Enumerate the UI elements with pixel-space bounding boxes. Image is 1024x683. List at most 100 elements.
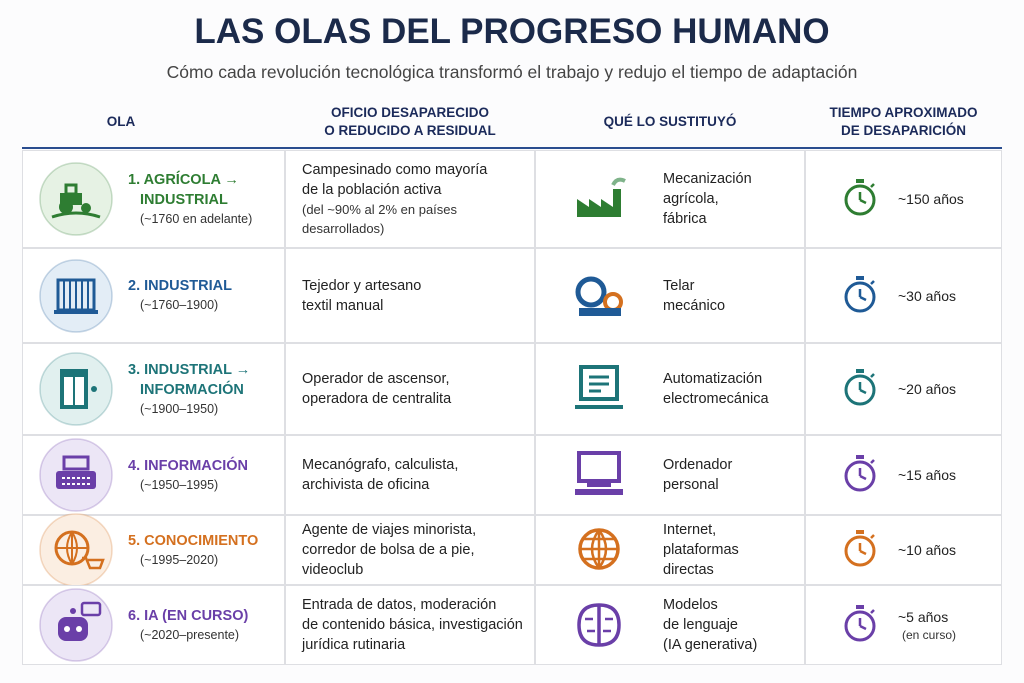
wave-period: (~2020–presente)	[140, 627, 240, 642]
time-cell: ~20 años	[898, 343, 1002, 435]
wave-icon	[39, 162, 113, 236]
wave-name: 5. CONOCIMIENTO	[128, 532, 259, 549]
wave-period: (~1900–1950)	[140, 401, 219, 416]
table-cell	[285, 585, 535, 665]
job-text: Campesinado como mayoría	[302, 162, 488, 178]
column-header: OLA	[22, 100, 220, 144]
wave-name: 4. INFORMACIÓN	[128, 457, 249, 474]
job-cell: Tejedor y artesano textil manual	[302, 248, 535, 343]
wave-cell: 3. INDUSTRIAL → INFORMACIÓN (~1900–1950)	[128, 343, 285, 435]
replacement-icon	[575, 451, 623, 495]
time-cell: ~10 años	[898, 515, 1002, 585]
table-cell	[285, 248, 535, 343]
header-line: OFICIO DESAPARECIDO	[330, 105, 489, 120]
job-cell: Entrada de datos, moderación de contenido…	[302, 585, 535, 665]
replacement-text: plataformas	[663, 542, 739, 558]
job-cell: Operador de ascensor, operadora de centra…	[302, 343, 535, 435]
job-cell: Agente de viajes minorista, corredor de b…	[302, 515, 535, 585]
replacement-cell: Modelos de lenguaje (IA generativa)	[663, 585, 803, 665]
wave-cell: 2. INDUSTRIAL (~1760–1900)	[128, 248, 285, 343]
replacement-cell: Ordenador personal	[663, 435, 803, 515]
job-text: videoclub	[302, 562, 364, 578]
time-text: ~20 años	[898, 381, 956, 397]
job-text: archivista de oficina	[302, 477, 430, 493]
column-header: OFICIO DESAPARECIDO O REDUCIDO A RESIDUAL	[285, 100, 535, 144]
time-note: (en curso)	[902, 628, 957, 642]
job-text: textil manual	[302, 297, 384, 314]
wave-name: INFORMACIÓN	[140, 381, 244, 398]
table-cell	[805, 248, 1002, 343]
time-cell: ~5 años (en curso)	[898, 585, 1002, 665]
wave-name: 2. INDUSTRIAL	[128, 278, 232, 294]
time-text: ~5 años	[898, 609, 949, 625]
wave-period: (~1760 en adelante)	[140, 211, 253, 226]
table-cell	[285, 435, 535, 515]
job-text: Entrada de datos, moderación	[302, 597, 497, 613]
replacement-icon	[578, 528, 620, 570]
column-header: QUÉ LO SUSTITUYÓ	[535, 100, 805, 144]
replacement-text: directas	[663, 562, 714, 578]
replacement-text: (IA generativa)	[663, 637, 758, 653]
job-text: operadora de centralita	[302, 391, 452, 407]
replacement-icon	[575, 365, 623, 409]
table-cell	[805, 343, 1002, 435]
header-line: DE DESAPARICIÓN	[840, 123, 966, 138]
wave-cell: 6. IA (EN CURSO) (~2020–presente)	[128, 585, 285, 665]
table-cell	[285, 150, 535, 248]
table-cell	[805, 585, 1002, 665]
stopwatch-icon	[844, 605, 876, 642]
time-text: ~150 años	[898, 191, 964, 207]
time-cell: ~15 años	[898, 435, 1002, 515]
time-text: ~10 años	[898, 542, 956, 558]
wave-icon	[39, 258, 113, 333]
time-cell: ~150 años	[898, 150, 1002, 248]
wave-period: (~1995–2020)	[140, 552, 219, 567]
job-cell: Campesinado como mayoría de la población …	[302, 150, 535, 248]
wave-cell: 5. CONOCIMIENTO (~1995–2020)	[128, 515, 285, 585]
table-cell	[285, 343, 535, 435]
job-text: Mecanógrafo, calculista,	[302, 457, 459, 473]
replacement-text: personal	[663, 477, 719, 493]
wave-name: 6. IA (EN CURSO)	[128, 607, 249, 624]
wave-period: (~1760–1900)	[140, 298, 219, 312]
job-cell: Mecanógrafo, calculista, archivista de of…	[302, 435, 535, 515]
stopwatch-icon	[844, 179, 876, 216]
time-text: ~30 años	[898, 287, 956, 304]
replacement-icon	[577, 603, 621, 647]
wave-icon	[39, 588, 113, 662]
header-line: QUÉ LO SUSTITUYÓ	[603, 114, 737, 129]
replacement-cell: Mecanización agrícola, fábrica	[663, 150, 803, 248]
replacement-text: Mecanización	[663, 171, 752, 187]
replacement-text: fábrica	[663, 211, 707, 227]
title: LAS OLAS DEL PROGRESO HUMANO	[194, 12, 830, 51]
replacement-cell: Automatización electromecánica	[663, 343, 803, 435]
stopwatch-icon	[844, 455, 876, 492]
stopwatch-icon	[844, 530, 876, 567]
subtitle: Cómo cada revolución tecnológica transfo…	[166, 62, 858, 82]
replacement-text: Telar	[663, 277, 695, 294]
wave-name: 1. AGRÍCOLA →	[128, 171, 239, 188]
wave-cell: 1. AGRÍCOLA → INDUSTRIAL (~1760 en adelant…	[128, 150, 285, 248]
wave-icon	[39, 438, 113, 512]
table-cell	[285, 515, 535, 585]
wave-name: 3. INDUSTRIAL →	[128, 361, 251, 378]
replacement-cell: Internet, plataformas directas	[663, 515, 803, 585]
stopwatch-icon	[844, 369, 876, 406]
replacement-text: de lenguaje	[663, 617, 738, 633]
job-text: Operador de ascensor,	[302, 371, 450, 387]
replacement-text: Automatización	[663, 371, 763, 387]
header-line: O REDUCIDO A RESIDUAL	[324, 123, 496, 138]
replacement-text: electromecánica	[663, 391, 769, 407]
wave-icon	[39, 352, 113, 426]
job-note: desarrollados)	[302, 221, 385, 236]
job-text: Tejedor y artesano	[302, 277, 422, 294]
job-text: de contenido básica, investigación	[302, 617, 523, 633]
job-text: corredor de bolsa de a pie,	[302, 542, 475, 558]
wave-icon	[39, 513, 113, 587]
wave-cell: 4. INFORMACIÓN (~1950–1995)	[128, 435, 285, 515]
replacement-icon	[577, 177, 626, 217]
time-text: ~15 años	[898, 467, 956, 483]
stopwatch-icon	[844, 275, 876, 312]
job-text: jurídica rutinaria	[302, 637, 406, 653]
replacement-icon	[575, 276, 623, 316]
